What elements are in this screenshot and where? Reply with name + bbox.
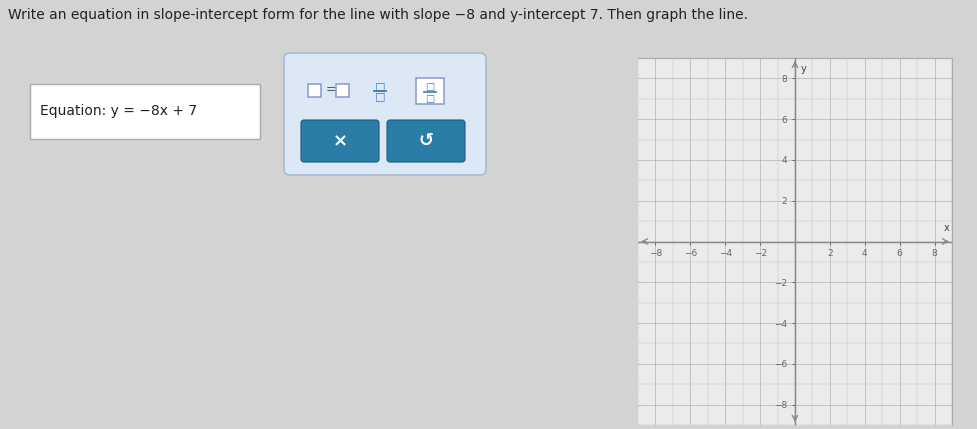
- FancyBboxPatch shape: [336, 84, 349, 97]
- Text: □: □: [375, 81, 385, 91]
- FancyBboxPatch shape: [416, 78, 444, 104]
- Text: Equation: y = −8x + 7: Equation: y = −8x + 7: [40, 105, 197, 118]
- Text: Write an equation in slope-intercept form for the line with slope −8 and y-inter: Write an equation in slope-intercept for…: [8, 8, 748, 22]
- Text: □: □: [425, 94, 435, 104]
- Text: y: y: [800, 64, 806, 74]
- Text: ↺: ↺: [418, 132, 434, 150]
- Text: =: =: [326, 84, 337, 97]
- Text: ×: ×: [332, 132, 348, 150]
- FancyBboxPatch shape: [284, 53, 486, 175]
- FancyBboxPatch shape: [308, 84, 321, 97]
- Text: x: x: [944, 224, 950, 233]
- FancyBboxPatch shape: [30, 84, 260, 139]
- FancyBboxPatch shape: [387, 120, 465, 162]
- FancyBboxPatch shape: [301, 120, 379, 162]
- Text: □: □: [425, 82, 435, 92]
- Text: □: □: [375, 91, 385, 101]
